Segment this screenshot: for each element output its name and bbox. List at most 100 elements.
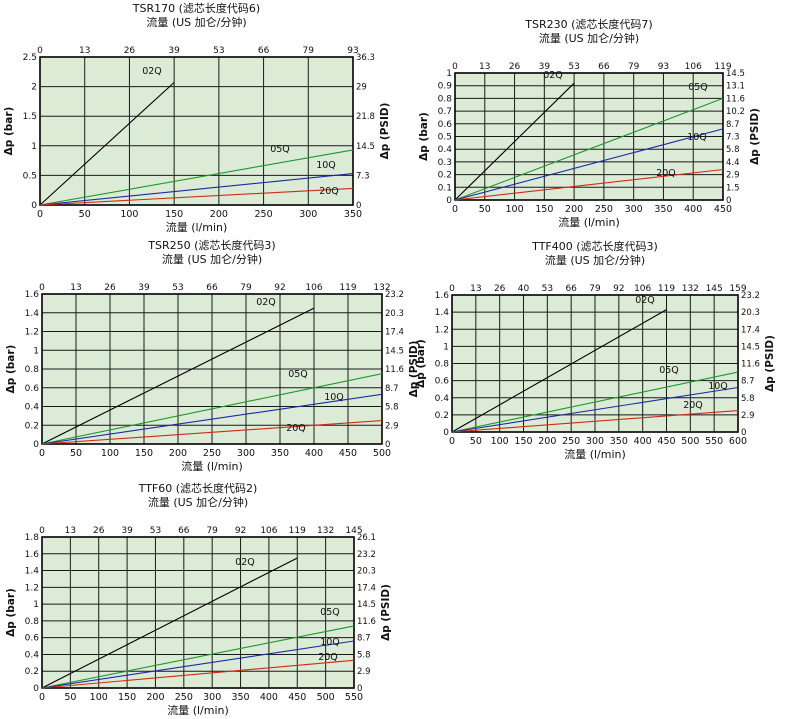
top-tick-label: 26 [104, 283, 116, 293]
y2-axis-label: Δp (PSID) [380, 584, 392, 641]
top-tick-label: 0 [449, 284, 455, 294]
x-tick-label: 400 [684, 204, 702, 215]
x-tick-label: 350 [271, 448, 289, 459]
y-tick-label: 1.2 [25, 328, 39, 338]
x-tick-label: 350 [610, 436, 628, 447]
right-tick-label: 0 [741, 428, 746, 438]
series-line-05Q [451, 371, 739, 433]
chart-title: TSR230 (滤芯长度代码7) [524, 17, 652, 31]
series-label-10Q: 10Q [320, 637, 340, 648]
right-tick-label: 8.7 [385, 384, 399, 394]
right-tick-label: 23.2 [357, 550, 376, 560]
x-tick-label: 150 [514, 436, 532, 447]
y-tick-label: 0.3 [438, 158, 452, 168]
right-tick-label: 0 [356, 201, 361, 211]
top-tick-label: 106 [685, 62, 702, 72]
x-tick-label: 550 [705, 436, 723, 447]
y-axis-label: Δp (bar) [418, 112, 430, 161]
y-tick-label: 0.4 [25, 403, 40, 413]
right-tick-label: 5.8 [385, 403, 399, 413]
top-tick-label: 39 [168, 46, 180, 56]
top-tick-label: 106 [634, 284, 651, 294]
series-line-05Q [41, 373, 383, 445]
top-tick-label: 53 [568, 62, 579, 72]
y-tick-label: 0.4 [438, 145, 453, 155]
x-axis-label: 流量 (l/min) [181, 459, 243, 473]
chart-title: TSR250 (滤芯长度代码3) [147, 238, 275, 252]
x-tick-label: 150 [165, 209, 183, 220]
x-tick-label: 450 [657, 436, 675, 447]
series-label-20Q: 20Q [286, 423, 306, 434]
x-tick-label: 300 [237, 448, 255, 459]
x-tick-label: 250 [255, 209, 273, 220]
right-tick-label: 14.5 [726, 69, 745, 79]
top-tick-label: 0 [452, 62, 458, 72]
top-tick-label: 66 [258, 46, 270, 56]
right-tick-label: 14.5 [741, 342, 760, 352]
series-label-02Q: 02Q [235, 557, 255, 568]
x-tick-label: 200 [565, 204, 583, 215]
x-tick-label: 0 [449, 436, 455, 447]
chart-title: TTF60 (滤芯长度代码2) [138, 481, 258, 495]
top-tick-label: 66 [178, 526, 190, 536]
right-tick-label: 2.9 [726, 171, 740, 181]
y2-axis-label: Δp (PSID) [408, 341, 420, 398]
top-axis-label: 流量 (US 加仑/分钟) [148, 495, 248, 509]
top-tick-label: 26 [93, 526, 105, 536]
x-tick-label: 350 [231, 692, 249, 703]
series-label-10Q: 10Q [708, 381, 728, 392]
right-tick-label: 23.2 [741, 291, 760, 301]
top-tick-label: 93 [658, 62, 669, 72]
top-axis-label: 流量 (US 加仑/分钟) [545, 253, 645, 267]
right-tick-label: 23.2 [385, 290, 404, 300]
y-axis-label: Δp (bar) [3, 107, 15, 156]
right-tick-label: 0 [357, 684, 362, 694]
series-label-05Q: 05Q [659, 365, 679, 376]
y-tick-label: 0.2 [25, 421, 39, 431]
chart-title: TSR170 (滤芯长度代码6) [132, 1, 260, 15]
right-tick-label: 14.5 [385, 346, 404, 356]
y-tick-label: 0.5 [438, 133, 452, 143]
y-tick-label: 1 [443, 342, 449, 352]
top-tick-label: 92 [274, 283, 285, 293]
right-tick-label: 26.1 [357, 533, 376, 543]
right-tick-label: 1.5 [726, 183, 740, 193]
top-tick-label: 119 [714, 62, 731, 72]
x-tick-label: 200 [538, 436, 556, 447]
y-tick-label: 1.5 [23, 112, 37, 122]
y-tick-label: 2 [31, 83, 37, 93]
top-tick-label: 53 [542, 284, 553, 294]
x-tick-label: 50 [70, 448, 82, 459]
top-tick-label: 66 [206, 283, 218, 293]
x-tick-label: 300 [586, 436, 604, 447]
x-tick-label: 250 [562, 436, 580, 447]
top-tick-label: 119 [658, 284, 675, 294]
y-axis-label: Δp (bar) [415, 339, 427, 388]
top-tick-label: 39 [121, 526, 133, 536]
right-tick-label: 17.4 [741, 325, 760, 335]
top-tick-label: 53 [150, 526, 161, 536]
series-line-10Q [41, 393, 383, 445]
x-tick-label: 600 [729, 436, 747, 447]
y-tick-label: 1 [31, 142, 37, 152]
top-tick-label: 13 [470, 284, 481, 294]
top-tick-label: 13 [70, 283, 81, 293]
y-tick-label: 0.2 [25, 667, 39, 677]
right-tick-label: 5.8 [357, 650, 371, 660]
series-line-20Q [41, 420, 383, 445]
top-tick-label: 13 [479, 62, 490, 72]
x-tick-label: 450 [714, 204, 732, 215]
series-line-10Q [39, 173, 354, 206]
x-tick-label: 0 [452, 204, 458, 215]
top-tick-label: 79 [240, 283, 252, 293]
x-tick-label: 500 [317, 692, 335, 703]
top-tick-label: 119 [339, 283, 356, 293]
series-line-10Q [41, 640, 355, 689]
right-tick-label: 20.3 [357, 567, 376, 577]
series-label-20Q: 20Q [319, 186, 339, 197]
top-tick-label: 79 [628, 62, 640, 72]
